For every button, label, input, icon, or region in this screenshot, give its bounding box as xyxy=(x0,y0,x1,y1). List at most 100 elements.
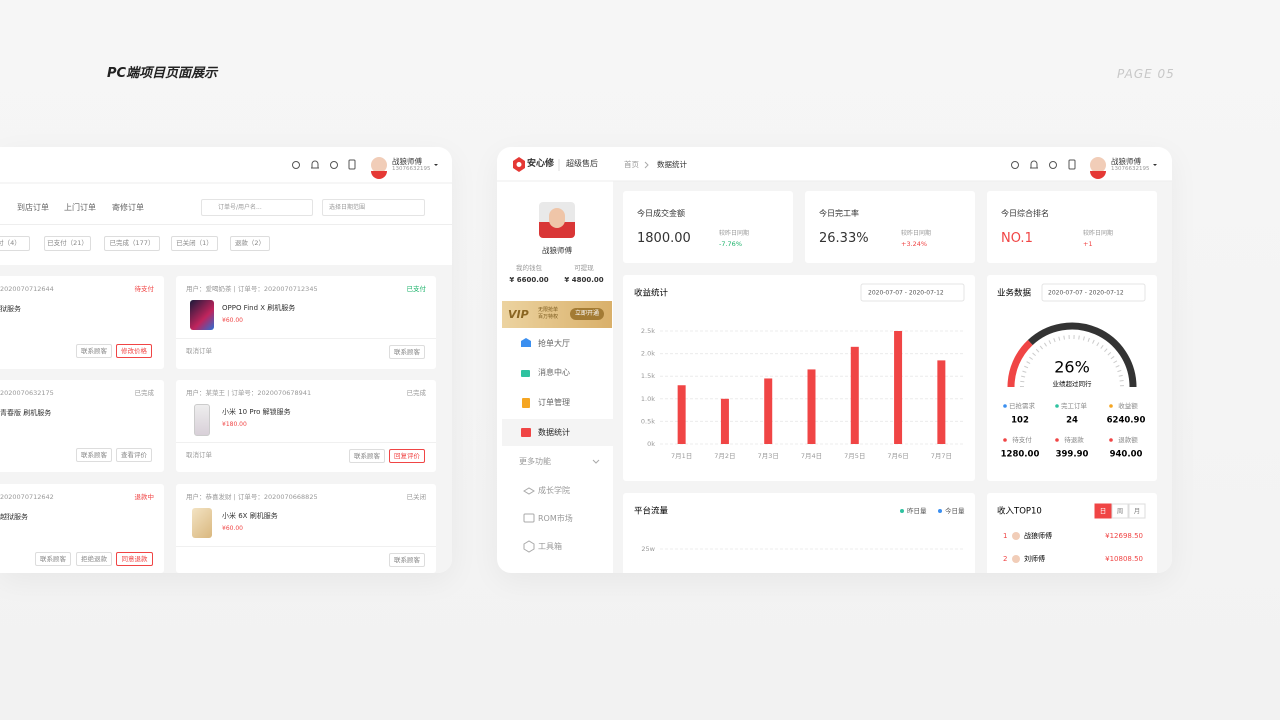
menu-active-bg xyxy=(502,419,613,446)
header-icons xyxy=(0,157,452,184)
search-placeholder: 订单号/用户名... xyxy=(218,204,262,211)
order-service: 越狱服务 xyxy=(0,513,28,521)
order-button[interactable]: 联系顾客 xyxy=(35,552,71,566)
search-box[interactable]: 订单号/用户名... xyxy=(201,199,313,216)
menu-item[interactable]: 订单管理 xyxy=(538,398,570,407)
user-name: 战狼师傅 xyxy=(1111,157,1141,166)
divider xyxy=(176,546,436,547)
stat-card: 今日成交金额 1800.00 较昨日同期 -7.76% xyxy=(623,191,793,263)
tab[interactable]: 到店订单 xyxy=(17,203,49,212)
submenu-item[interactable]: 工具箱 xyxy=(538,542,562,551)
withdraw-label: 可提现 xyxy=(574,264,594,272)
order-card: 用户：恭喜发财 | 订单号：2020070668825 已关闭 小米 6X 刷机… xyxy=(176,484,436,573)
vip-button[interactable]: 立即开通 xyxy=(570,308,605,320)
tab[interactable]: 上门订单 xyxy=(64,203,96,212)
order-card: 用户：某菜王 | 订单号：2020070678941 已完成 小米 10 Pro… xyxy=(176,380,436,472)
top-card xyxy=(987,493,1157,573)
tab[interactable]: 寄修订单 xyxy=(112,203,144,212)
order-meta: 2020070712642 xyxy=(0,493,54,501)
order-card: 2020070632175 已完成 青春版 刷机服务 联系顾客 查看评价 xyxy=(0,380,164,472)
stat-value: 1800.00 xyxy=(637,231,691,246)
order-button[interactable]: 联系顾客 xyxy=(349,449,385,463)
divider xyxy=(176,442,436,443)
menu-more[interactable]: 更多功能 xyxy=(519,457,551,466)
business-card xyxy=(987,275,1157,481)
order-status: 已完成 xyxy=(134,389,155,397)
order-button[interactable]: 联系顾客 xyxy=(389,553,425,567)
cancel-link[interactable]: 取消订单 xyxy=(186,451,212,459)
order-card: 2020070712642 退款中 越狱服务 联系顾客 拒绝退款 同意退款 xyxy=(0,484,164,573)
order-status: 待支付 xyxy=(134,285,155,293)
stat-change: -7.76% xyxy=(719,240,742,248)
orders-area: 2020070712644 待支付 狱服务 联系顾客 修改价格 20200706… xyxy=(0,265,452,573)
filter-chip[interactable]: 付（4） xyxy=(0,236,30,251)
order-meta: 用户：某菜王 | 订单号：2020070678941 xyxy=(186,389,312,397)
stat-compare-label: 较昨日同期 xyxy=(1083,230,1114,237)
vip-text: 百万特权 xyxy=(538,314,559,320)
order-price: ¥60.00 xyxy=(222,317,243,324)
breadcrumb: 数据统计 xyxy=(657,160,687,169)
order-status: 已完成 xyxy=(406,389,427,397)
menu-item[interactable]: 抢单大厅 xyxy=(538,339,570,348)
order-button[interactable]: 同意退款 xyxy=(116,552,153,566)
filter-chip[interactable]: 已完成（177） xyxy=(104,236,160,251)
breadcrumb[interactable]: 首页 xyxy=(624,160,639,169)
vip-banner[interactable]: VIP 无限抢单 百万特权 立即开通 xyxy=(502,301,612,328)
order-card: 2020070712644 待支付 狱服务 联系顾客 修改价格 xyxy=(0,276,164,369)
avatar-face xyxy=(549,208,565,228)
user-phone: 13076632195 xyxy=(392,166,431,172)
stat-card: 今日综合排名 NO.1 较昨日同期 +1 xyxy=(987,191,1157,263)
date-box[interactable]: 选择日期范围 xyxy=(322,199,425,216)
order-price: ¥60.00 xyxy=(222,525,243,532)
order-card: 用户：爱喝奶茶 | 订单号：2020070712345 已支付 OPPO Fin… xyxy=(176,276,436,369)
order-button[interactable]: 回复评价 xyxy=(389,449,425,463)
order-meta: 2020070712644 xyxy=(0,285,54,293)
order-meta: 用户：爱喝奶茶 | 订单号：2020070712345 xyxy=(186,285,318,293)
menu-item[interactable]: 数据统计 xyxy=(538,428,570,437)
order-meta: 用户：恭喜发财 | 订单号：2020070668825 xyxy=(186,493,318,501)
order-button[interactable]: 联系顾客 xyxy=(76,344,112,358)
withdraw-value: ¥ 4800.00 xyxy=(564,276,604,284)
cancel-link[interactable]: 取消订单 xyxy=(186,347,212,355)
stat-compare-label: 较昨日同期 xyxy=(901,230,932,237)
filter-chip[interactable]: 已关闭（1） xyxy=(171,236,218,251)
menu-icons xyxy=(521,338,600,553)
order-button[interactable]: 查看评价 xyxy=(116,448,152,462)
submenu-item[interactable]: ROM市场 xyxy=(538,514,573,523)
avatar xyxy=(539,202,575,238)
stat-compare-label: 较昨日同期 xyxy=(719,230,750,237)
vip-label: VIP xyxy=(508,308,529,321)
header-icons xyxy=(497,157,1172,182)
stat-value: NO.1 xyxy=(1001,231,1033,246)
submenu-item[interactable]: 成长学院 xyxy=(538,486,570,495)
sidebar-name: 战狼师傅 xyxy=(542,246,572,255)
wallet-value: ¥ 6600.00 xyxy=(509,276,549,284)
stat-label: 今日成交金额 xyxy=(637,209,685,218)
filter-chip[interactable]: 退款（2） xyxy=(230,236,270,251)
order-button[interactable]: 联系顾客 xyxy=(389,345,425,359)
right-panel: 安心修 超级售后 首页 数据统计 战狼师傅 13076632195 战狼师傅 我… xyxy=(497,147,1172,573)
divider xyxy=(176,338,436,339)
left-panel: 战狼师傅 13076632195 到店订单 上门订单 寄修订单 订单号/用户名.… xyxy=(0,147,452,573)
menu-item[interactable]: 消息中心 xyxy=(538,368,570,377)
order-button[interactable]: 联系顾客 xyxy=(76,448,112,462)
user-name: 战狼师傅 xyxy=(392,157,422,166)
order-service: OPPO Find X 刷机服务 xyxy=(222,304,296,312)
order-button[interactable]: 拒绝退款 xyxy=(76,552,112,566)
page-title: PC端项目页面展示 xyxy=(107,66,218,81)
order-status: 已关闭 xyxy=(406,493,427,501)
divider xyxy=(0,224,452,225)
brand: 安心修 xyxy=(527,159,555,169)
user-phone: 13076632195 xyxy=(1111,166,1150,172)
date-placeholder: 选择日期范围 xyxy=(329,204,366,211)
order-meta: 2020070632175 xyxy=(0,389,54,397)
order-service: 青春版 刷机服务 xyxy=(0,409,52,417)
product-image xyxy=(190,300,214,330)
order-button[interactable]: 修改价格 xyxy=(116,344,152,358)
stat-card: 今日完工率 26.33% 较昨日同期 +3.24% xyxy=(805,191,975,263)
order-price: ¥180.00 xyxy=(222,421,247,428)
order-service: 小米 6X 刷机服务 xyxy=(222,512,278,520)
filter-chip[interactable]: 已支付（21） xyxy=(44,236,91,251)
